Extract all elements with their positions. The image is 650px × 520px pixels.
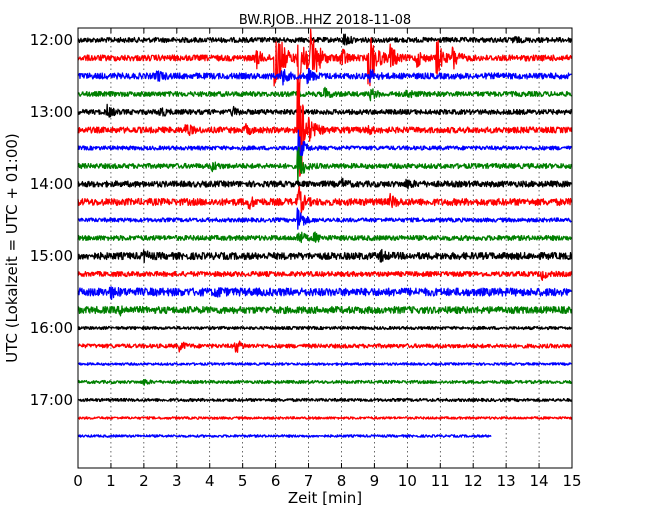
y-axis-title: UTC (Lokalzeit = UTC + 01:00): [3, 133, 21, 363]
seismic-trace: [77, 86, 573, 102]
x-tick-label: 7: [304, 472, 314, 490]
x-tick-label: 6: [271, 472, 281, 490]
seismic-trace: [77, 207, 572, 230]
seismic-trace: [77, 325, 573, 331]
y-tick-label: 12:00: [30, 31, 73, 49]
seismic-trace: [77, 231, 573, 244]
x-axis: 0 1 2 3 4 5 6 7 8 9 10 11 12 13 14 15: [73, 28, 582, 490]
y-tick-label: 15:00: [30, 247, 73, 265]
chart-title: BW.RJOB..HHZ 2018-11-08: [239, 13, 411, 28]
seismic-trace: [77, 416, 573, 420]
x-tick-label: 14: [530, 472, 549, 490]
x-axis-title: Zeit [min]: [288, 489, 362, 507]
x-tick-label: 2: [139, 472, 149, 490]
seismic-trace: [77, 362, 572, 366]
seismic-trace: [77, 286, 572, 301]
x-tick-label: 8: [337, 472, 347, 490]
seismic-trace: [77, 146, 573, 185]
y-axis: 12:00 13:00 14:00 15:00 16:00 17:00: [30, 31, 572, 409]
seismic-trace: [77, 129, 572, 164]
x-tick-label: 13: [497, 472, 516, 490]
seismic-trace: [77, 397, 572, 403]
x-tick-label: 4: [205, 472, 215, 490]
seismic-trace: [77, 434, 492, 438]
y-tick-label: 13:00: [30, 103, 73, 121]
seismic-trace: [77, 270, 573, 281]
seismic-trace: [77, 185, 573, 214]
seismic-trace: [77, 103, 573, 118]
traces: [77, 28, 573, 438]
x-tick-label: 10: [398, 472, 417, 490]
seismic-trace: [77, 68, 572, 86]
seismic-trace: [77, 378, 573, 386]
x-tick-label: 11: [431, 472, 450, 490]
seismic-trace: [77, 248, 573, 264]
plot-area: [78, 28, 572, 468]
seismic-trace: [77, 340, 572, 353]
x-tick-label: 0: [73, 472, 83, 490]
seismic-trace: [77, 33, 573, 46]
seismic-trace: [77, 28, 573, 103]
x-tick-label: 15: [562, 472, 581, 490]
seismic-trace: [77, 78, 573, 177]
plot-frame: [77, 27, 573, 469]
y-tick-label: 14:00: [30, 175, 73, 193]
seismic-trace: [77, 305, 573, 317]
x-tick-label: 9: [370, 472, 380, 490]
x-tick-label: 5: [238, 472, 248, 490]
y-tick-label: 16:00: [30, 319, 73, 337]
x-tick-label: 12: [464, 472, 483, 490]
x-tick-label: 1: [106, 472, 116, 490]
x-tick-label: 3: [172, 472, 182, 490]
y-tick-label: 17:00: [30, 391, 73, 409]
seismic-trace: [77, 177, 573, 190]
